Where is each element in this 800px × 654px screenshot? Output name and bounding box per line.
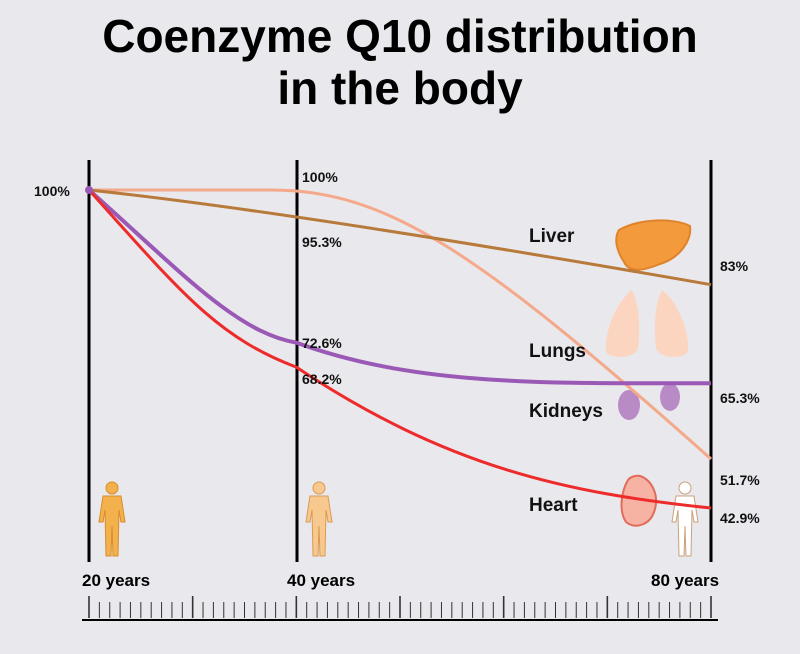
person-40-years-icon [305, 481, 333, 557]
label-40-kidneys: 72.6% [302, 335, 342, 351]
title-line-2: in the body [277, 62, 523, 114]
heart-icon [620, 474, 658, 527]
series-line-heart [87, 188, 712, 510]
x-tick-40-years: 40 years [287, 571, 355, 590]
organ-label-heart: Heart [529, 495, 578, 516]
liver-icon [615, 219, 692, 271]
x-tick-80-years: 80 years [651, 571, 719, 590]
time-ruler [82, 596, 718, 621]
label-80-heart: 42.9% [720, 510, 760, 526]
kidneys-icon [618, 383, 680, 420]
label-80-kidneys: 65.3% [720, 390, 760, 406]
person-80-years-icon [671, 481, 699, 557]
x-tick-20-years: 20 years [82, 571, 150, 590]
series-line-kidneys [87, 188, 712, 386]
organ-label-liver: Liver [529, 226, 575, 247]
person-20-years-icon [98, 481, 126, 557]
organ-label-lungs: Lungs [529, 341, 586, 362]
lungs-icon [605, 290, 689, 357]
label-40-heart: 68.2% [302, 371, 342, 387]
label-40-liver: 95.3% [302, 234, 342, 250]
title-line-1: Coenzyme Q10 distribution [102, 10, 698, 62]
label-80-lungs: 51.7% [720, 472, 760, 488]
label-80-liver: 83% [720, 258, 749, 274]
start-point [85, 186, 93, 194]
label-40-lungs: 100% [302, 169, 338, 185]
organ-label-kidneys: Kidneys [529, 401, 603, 422]
label-start-100: 100% [34, 183, 70, 199]
series-line-liver [88, 188, 712, 287]
chart-title: Coenzyme Q10 distribution in the body [0, 10, 800, 114]
series-line-lungs [89, 188, 712, 461]
